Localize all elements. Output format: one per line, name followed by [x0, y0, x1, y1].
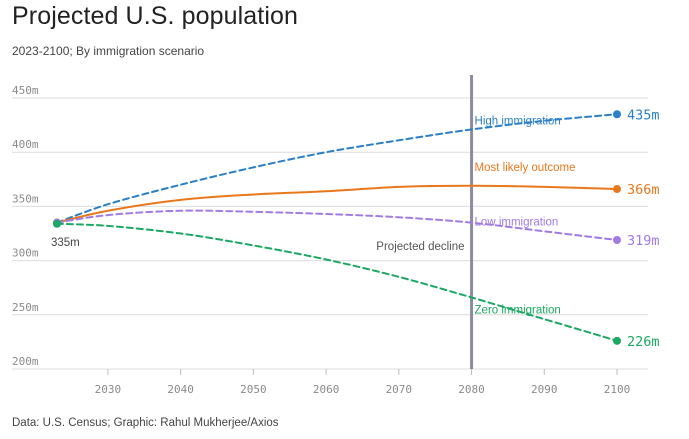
source-note: Data: U.S. Census; Graphic: Rahul Mukher… [12, 417, 279, 429]
start-value-label: 335m [51, 237, 80, 249]
series-name-1: High immigration [475, 115, 561, 127]
x-tick-label: 2030 [95, 383, 122, 396]
series-name-3: Low immigration [475, 217, 559, 229]
chart-title: Projected U.S. population [12, 2, 299, 30]
series-line-3 [56, 209, 618, 241]
series-end-label-2: 366m [627, 182, 660, 198]
series-end-point-4 [613, 336, 621, 345]
series-name-2: Most likely outcome [475, 162, 576, 174]
series-end-point-2 [613, 185, 621, 194]
y-tick-label: 250m [12, 301, 39, 314]
x-tick-label: 2100 [604, 383, 631, 396]
y-axis-ticks: 200m 250m 300m 350m 400m 450m [12, 84, 39, 368]
x-tick-label: 2040 [167, 383, 194, 396]
x-tick-label: 2070 [386, 383, 413, 396]
y-tick-label: 450m [12, 84, 39, 97]
x-tick-label: 2080 [458, 383, 485, 396]
series-end-point-1 [613, 110, 621, 119]
x-tick-label: 2050 [240, 383, 267, 396]
series-line-2 [56, 184, 618, 224]
series-end-label-1: 435m [627, 107, 660, 123]
y-tick-label: 400m [12, 138, 39, 151]
series-end-label-4: 226m [627, 334, 660, 350]
series-name-4: Zero immigration [475, 304, 561, 316]
x-axis-ticks: 2030 2040 2050 2060 2070 2080 2090 2100 [95, 369, 631, 396]
y-tick-label: 200m [12, 355, 39, 368]
series-line-1 [56, 113, 618, 224]
x-tick-label: 2090 [531, 383, 558, 396]
series-line-4 [56, 222, 618, 342]
x-tick-label: 2060 [313, 383, 340, 396]
y-tick-label: 350m [12, 192, 39, 205]
grid [12, 97, 648, 370]
series-labels: 435m High immigration 366m Most likely outc… [51, 107, 660, 350]
y-tick-label: 300m [12, 247, 39, 260]
series-end-point-3 [613, 236, 621, 245]
chart-subtitle: 2023-2100; By immigration scenario [12, 44, 205, 58]
projected-decline-label: Projected decline [376, 241, 464, 253]
series-start-point-4 [53, 219, 61, 228]
series-lines [53, 110, 621, 345]
series-end-label-3: 319m [627, 233, 660, 249]
